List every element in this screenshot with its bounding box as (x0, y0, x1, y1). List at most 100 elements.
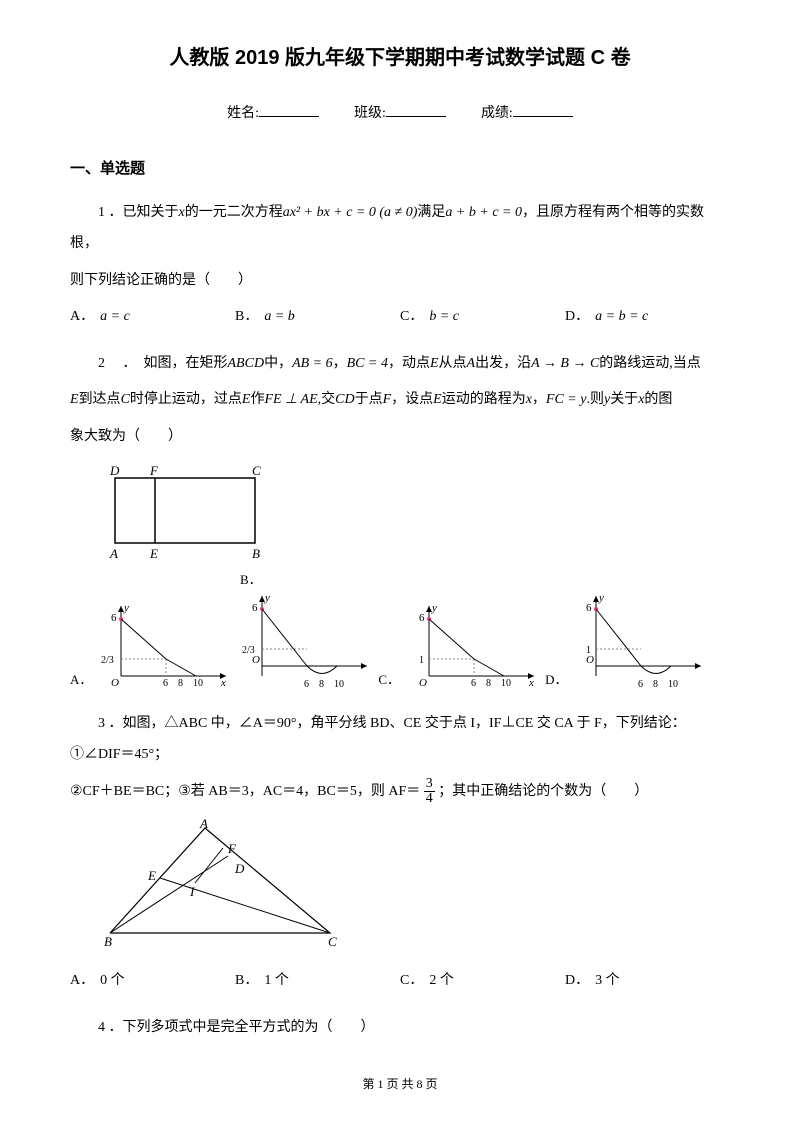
svg-text:A: A (109, 546, 118, 561)
q1-D-label: D． (565, 309, 589, 324)
q2-l1b: 中， (264, 356, 292, 371)
q3-l2a: ②CF＋BE＝BC；③若 AB＝3，AC＝4，BC＝5，则 AF＝ (70, 784, 420, 799)
q1-C: b = c (429, 309, 459, 324)
q2-E1: E (430, 356, 439, 371)
svg-text:10: 10 (193, 678, 203, 689)
svg-text:F: F (149, 463, 159, 478)
q3-A: 0 个 (100, 973, 125, 988)
q3-D-label: D． (565, 973, 589, 988)
q3-A-label: A． (70, 973, 94, 988)
svg-text:I: I (189, 884, 195, 899)
svg-text:6: 6 (638, 679, 643, 690)
q1-C-label: C． (400, 309, 423, 324)
q1-line2: 则下列结论正确的是（ ） (70, 266, 730, 297)
q2-l2e: 于点 (355, 392, 383, 407)
page-title: 人教版 2019 版九年级下学期期中考试数学试题 C 卷 (70, 40, 730, 76)
info-row: 姓名: 班级: 成绩: (70, 101, 730, 126)
svg-text:B: B (104, 934, 112, 948)
q2-optD: D． (545, 668, 567, 691)
svg-text:8: 8 (653, 679, 658, 690)
q2-c1: ， (333, 356, 347, 371)
svg-text:O: O (419, 677, 427, 689)
svg-text:y: y (264, 592, 270, 604)
section-1-header: 一、单选题 (70, 156, 730, 183)
q4-text: 4 ．下列多项式中是完全平方式的为（ ） (70, 1013, 730, 1044)
svg-text:10: 10 (668, 679, 678, 690)
svg-text:10: 10 (501, 678, 511, 689)
svg-text:D: D (109, 463, 120, 478)
q2-graph-C: y x O 6 1 6 8 10 (404, 601, 539, 691)
q1-B: a = b (264, 309, 294, 324)
q2-optC: C． (378, 668, 400, 691)
svg-text:y: y (123, 602, 129, 614)
q2-C1: C (121, 392, 130, 407)
q3-line2: ②CF＋BE＝BC；③若 AB＝3，AC＝4，BC＝5，则 AF＝ 34 ；其中… (70, 777, 730, 808)
q1-options: A． a = c B． a = b C． b = c D． a = b = c (70, 303, 730, 331)
svg-text:2/3: 2/3 (101, 655, 114, 666)
svg-text:C: C (252, 463, 261, 478)
q1-mid2: 满足 (417, 205, 445, 220)
q2-fe: FE ⊥ AE (264, 392, 317, 407)
q3-C: 2 个 (429, 973, 454, 988)
q3-line1: 3 ．如图，△ABC 中，∠A＝90°，角平分线 BD、CE 交于点 I，IF⊥… (70, 709, 730, 771)
svg-text:x: x (528, 677, 534, 689)
q3-D: 3 个 (595, 973, 620, 988)
q2-bc: BC = 4 (347, 356, 388, 371)
score-blank (513, 102, 573, 117)
q2-ab: AB = 6 (292, 356, 333, 371)
svg-text:B: B (252, 546, 260, 561)
q2-B-floater: B． (240, 568, 730, 591)
svg-text:2/3: 2/3 (242, 645, 255, 656)
svg-text:6: 6 (471, 678, 476, 689)
q2-l2g: 运动的路程为 (442, 392, 526, 407)
q1-line1: 1 ．已知关于x的一元二次方程ax² + bx + c = 0 (a ≠ 0)满… (70, 198, 730, 260)
q3-options: A．0 个 B．1 个 C．2 个 D．3 个 (70, 967, 730, 995)
q2-l1d: 从点 (439, 356, 467, 371)
q2-l2k: 的图 (644, 392, 672, 407)
q2-line1: 2 ． 如图，在矩形ABCD中，AB = 6，BC = 4，动点E从点A出发，沿… (70, 349, 730, 380)
svg-text:10: 10 (334, 679, 344, 690)
q2-A1: A (467, 356, 476, 371)
svg-text:8: 8 (178, 678, 183, 689)
q2-cd: CD (335, 392, 354, 407)
name-blank (259, 102, 319, 117)
q2-graph-A: y x O 6 2/3 6 8 10 (96, 601, 231, 691)
name-label: 姓名: (227, 106, 259, 121)
q2-l1f: 的路线运动,当点 (599, 356, 701, 371)
q3-B: 1 个 (264, 973, 289, 988)
q1-B-label: B． (235, 309, 258, 324)
q2-rectangle-figure: D F C A E B (100, 463, 730, 563)
svg-text:6: 6 (111, 612, 117, 624)
svg-text:O: O (111, 677, 119, 689)
svg-text:8: 8 (486, 678, 491, 689)
svg-text:E: E (149, 546, 158, 561)
q2-l2h: ， (532, 392, 546, 407)
svg-text:1: 1 (586, 645, 591, 656)
q1-A: a = c (100, 309, 130, 324)
q2-l1c: ，动点 (388, 356, 430, 371)
q2-l2a: 到达点 (79, 392, 121, 407)
q3-triangle-figure: A F D E I B C (100, 818, 730, 957)
q1-mid1: 的一元二次方程 (185, 205, 283, 220)
q2-graph-row: A． y x O 6 2/3 6 8 10 (70, 591, 730, 691)
q2-l1a: 2 ． 如图，在矩形 (98, 356, 228, 371)
svg-text:1: 1 (419, 655, 424, 666)
q1-D: a = b = c (595, 309, 648, 324)
svg-text:E: E (147, 868, 156, 883)
svg-text:x: x (220, 677, 226, 689)
q1-A-label: A． (70, 309, 94, 324)
q2-graph-D: y O 6 1 6 8 10 (571, 591, 706, 691)
q2-E4: E (433, 392, 442, 407)
q2-optA: A． (70, 668, 92, 691)
svg-text:6: 6 (419, 612, 425, 624)
svg-text:6: 6 (586, 602, 592, 614)
q2-path: A → B → C (531, 356, 599, 371)
q2-F1: F (383, 392, 392, 407)
q3-C-label: C． (400, 973, 423, 988)
page-footer: 第 1 页 共 8 页 (70, 1074, 730, 1096)
q2-l2i: .则 (586, 392, 604, 407)
q1-eq1: ax² + bx + c = 0 (a ≠ 0) (283, 205, 418, 220)
svg-text:A: A (199, 818, 208, 831)
q2-fc: FC = y (546, 392, 587, 407)
q2-E2: E (70, 392, 79, 407)
